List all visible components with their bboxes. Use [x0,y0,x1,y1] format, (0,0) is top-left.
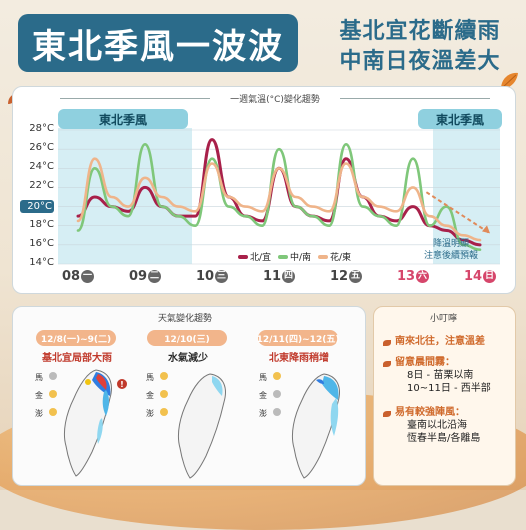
x-tick-weekday: 二 [148,270,162,283]
subtitle-line-1: 基北宜花斷續雨 [339,19,501,44]
map-label-matsu: 馬 [259,373,267,382]
day-pill-3: 12/11(四)~12(五) [257,330,339,346]
taiwan-map-1: ! [63,369,127,477]
tip-2-line-1: 8日 - 苗栗以南 [407,370,474,381]
trend-arrow [425,191,491,235]
day-desc-3: 北東降雨稍增 [269,353,329,364]
y-tick-label: 18°C [29,218,54,230]
x-tick-weekday: 四 [282,270,296,283]
map-label-matsu: 馬 [146,373,154,382]
x-tick-date: 10 [195,269,215,284]
y-tick-label: 28°C [29,123,54,134]
tip-1-head: 南來北往，注意溫差 [395,336,485,347]
chart-title-rule [340,98,490,99]
y-tick-label: 22°C [29,180,54,192]
cloud-icon-group [49,372,57,416]
legend-swatch [318,254,328,259]
map-label-penghu: 澎 [35,409,43,418]
note-line-1: 降溫明顯 [433,239,470,249]
note-line-2: 注意後續預報 [424,251,479,261]
map-label-kinmen: 金 [259,391,267,400]
x-tick-date: 13 [396,269,416,284]
x-tick-date: 12 [329,269,349,284]
y-tick-label: 24°C [29,161,54,173]
tip-2-head: 留意晨間霧： [395,357,455,368]
x-tick-label: 14 日 [460,269,500,284]
x-tick-weekday: 五 [349,270,363,283]
leaf-icon [501,72,518,89]
y-tick-label: 26°C [29,142,54,154]
day-pill-2: 12/10(三) [147,330,227,346]
legend-swatch [238,254,248,259]
temperature-line-chart [58,128,500,265]
chart-title: 一週氣溫(°C)變化趨勢 [230,95,320,105]
x-tick-label: 11 四 [259,269,299,284]
subtitle-line-2: 中南日夜溫差大 [339,49,501,74]
legend-north: 北/宜 [238,250,271,263]
leaf-bullet-icon [383,411,391,417]
x-tick-label: 08 一 [58,269,98,284]
day-desc-2: 水氣減少 [168,353,208,364]
chart-title-rule [60,98,210,99]
x-tick-label: 09 二 [125,269,165,284]
map-label-matsu: 馬 [35,373,43,382]
cloud-icon-group [273,372,281,416]
day-pill-1: 12/8(一)~9(二) [36,330,116,346]
x-tick-label: 10 三 [192,269,232,284]
x-tick-date: 11 [262,269,282,284]
x-tick-date: 08 [61,269,81,284]
forecast-note: 降溫明顯 注意後續預報 [424,238,478,262]
legend-east: 花/東 [318,250,351,263]
map-label-penghu: 澎 [259,409,267,418]
x-tick-weekday: 一 [81,270,95,283]
x-tick-weekday: 三 [215,270,229,283]
series-line-2 [76,157,482,242]
warning-icon [117,379,127,389]
y-tick-label: 14°C [29,257,54,268]
y-tick-label: 16°C [29,237,54,249]
map-label-kinmen: 金 [35,391,43,400]
legend-swatch [278,254,288,259]
tip-3-line-1: 臺南以北沿海 [407,420,467,431]
map-label-penghu: 澎 [146,409,154,418]
taiwan-map-3 [291,373,340,479]
weather-section-title: 天氣變化趨勢 [157,314,212,324]
leaf-bullet-icon [383,340,391,346]
legend-central: 中/南 [278,250,311,263]
monsoon-tag-left: 東北季風 [58,109,188,129]
tip-2-line-2: 10~11日 - 西半部 [407,383,491,394]
x-tick-date: 14 [463,269,483,284]
svg-text:!: ! [120,380,124,389]
monsoon-band [58,128,192,264]
tip-3: 易有較強陣風： 臺南以北沿海 恆春半島/各離島 [395,406,480,445]
day-desc-1: 基北宜局部大雨 [42,353,112,364]
sun-icon-group [160,372,168,416]
tips-panel [373,306,516,486]
taiwan-map-2 [177,373,226,479]
tip-3-line-2: 恆春半島/各離島 [407,433,481,444]
series-line-1 [76,143,482,251]
x-tick-weekday: 六 [416,270,430,283]
monsoon-tag-right: 東北季風 [418,109,502,129]
tip-2: 留意晨間霧： 8日 - 苗栗以南 10~11日 - 西半部 [395,356,491,395]
tips-title: 小叮嚀 [429,314,457,324]
y-tick-label: 20°C [20,199,54,213]
leaf-bullet-icon [383,361,391,367]
trend-arrowhead [482,225,490,234]
tip-3-head: 易有較強陣風： [395,407,465,418]
map-label-kinmen: 金 [146,391,154,400]
x-tick-weekday: 日 [483,270,497,283]
x-tick-date: 09 [128,269,148,284]
x-tick-label: 12 五 [326,269,366,284]
x-tick-label: 13 六 [393,269,433,284]
tip-1: 南來北往，注意溫差 [395,335,485,348]
page-title: 東北季風一波波 [18,14,298,72]
